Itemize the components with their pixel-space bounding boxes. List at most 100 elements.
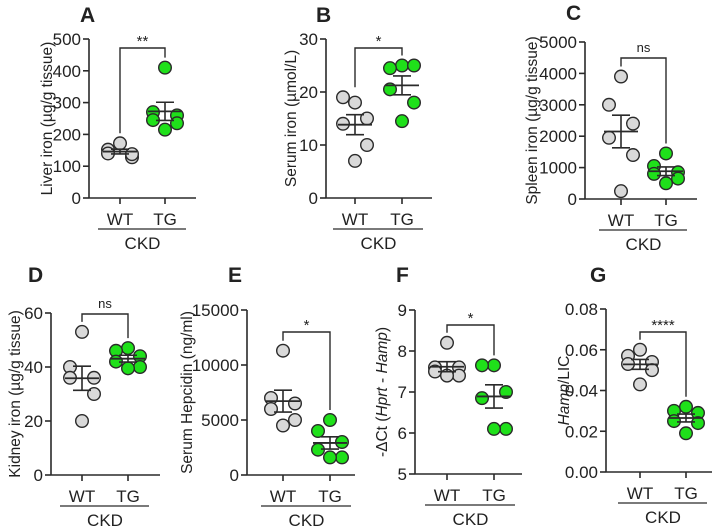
- y-axis-label-part: ): [374, 327, 391, 332]
- panel-letter: F: [396, 264, 409, 287]
- data-point-tg: [157, 60, 172, 75]
- panel-g: G 0.00 0.02 0.04 0.06 0.08 Hamp/LIC WT TG CKD ****: [556, 264, 712, 527]
- significance-bracket: [282, 331, 331, 410]
- data-point-wt: [288, 396, 303, 411]
- data-point-tg: [311, 424, 326, 439]
- data-point-tg: [487, 421, 502, 436]
- significance-bracket: [354, 47, 403, 88]
- y-axis-label-part: Spleen iron (µg/g tissue): [524, 36, 541, 204]
- panel-f: F 5 6 7 8 9 -ΔCt (Hprt - Hamp) WT TG CKD *: [374, 264, 522, 529]
- y-axis-label-part: Hamp: [556, 384, 573, 426]
- significance-label: ns: [637, 40, 651, 55]
- data-point-wt: [348, 153, 363, 168]
- y-axis-label-part: Liver iron (µg/g tissue): [39, 42, 56, 196]
- y-tick-label: 7: [398, 383, 407, 402]
- data-point-wt: [112, 136, 127, 151]
- x-tick-label: TG: [153, 210, 177, 229]
- significance-label: ****: [651, 317, 675, 334]
- data-point-wt: [264, 402, 279, 417]
- significance-label: **: [137, 33, 149, 50]
- panel-letter: B: [316, 4, 331, 27]
- y-tick-label: 6: [398, 424, 407, 443]
- y-tick-label: 0: [568, 190, 577, 209]
- data-point-tg: [157, 122, 172, 137]
- data-point-tg: [671, 171, 686, 186]
- y-tick-label: 200: [53, 125, 81, 144]
- data-point-tg: [120, 361, 135, 376]
- significance-bracket: [119, 47, 166, 134]
- y-tick-label: 500: [53, 30, 81, 49]
- panel-letter: D: [28, 264, 43, 287]
- group-label: CKD: [289, 511, 325, 529]
- group-label: CKD: [125, 234, 161, 253]
- y-tick-label: 100: [53, 157, 81, 176]
- y-tick-label: 0: [72, 189, 81, 208]
- data-point-tg: [659, 146, 674, 161]
- x-tick-label: TG: [390, 210, 414, 229]
- data-point-tg: [679, 426, 694, 441]
- data-point-tg: [335, 435, 350, 450]
- y-tick-label: 0.06: [565, 341, 598, 360]
- data-point-wt: [276, 418, 291, 433]
- data-point-tg: [499, 421, 514, 436]
- data-point-tg: [647, 166, 662, 181]
- data-point-tg: [659, 176, 674, 191]
- data-point-tg: [475, 391, 490, 406]
- significance-bracket: [81, 313, 129, 339]
- data-point-wt: [614, 184, 629, 199]
- panel-letter: E: [228, 264, 242, 287]
- data-point-tg: [383, 61, 398, 76]
- data-point-tg: [691, 416, 706, 431]
- x-tick-label: WT: [69, 487, 95, 506]
- significance-label: *: [376, 33, 382, 50]
- data-point-wt: [74, 414, 89, 429]
- data-point-tg: [475, 358, 490, 373]
- y-tick-label: 20: [299, 83, 318, 102]
- data-point-tg: [335, 450, 350, 465]
- panel-letter: A: [80, 4, 95, 27]
- x-tick-label: TG: [654, 211, 678, 230]
- panel-letter: C: [566, 2, 581, 25]
- data-point-wt: [602, 97, 617, 112]
- y-axis-label-part: Serum Hepcidin (ng/ml): [179, 311, 196, 474]
- data-point-wt: [626, 116, 641, 131]
- x-tick-label: TG: [674, 484, 698, 503]
- data-point-wt: [614, 69, 629, 84]
- x-tick-label: TG: [318, 487, 342, 506]
- x-tick-label: WT: [270, 487, 296, 506]
- y-axis-label-part: Kidney iron (µg/g tissue): [7, 310, 24, 477]
- data-point-wt: [276, 343, 291, 358]
- y-tick-label: 5000: [201, 411, 239, 430]
- y-tick-label: 40: [24, 358, 43, 377]
- y-axis-label: Serum Hepcidin (ng/ml): [179, 311, 196, 474]
- y-axis-label-part: Hamp: [374, 332, 391, 374]
- data-point-wt: [645, 363, 660, 378]
- group-label: CKD: [453, 510, 489, 529]
- y-axis-label: Kidney iron (µg/g tissue): [7, 310, 24, 477]
- data-point-tg: [323, 413, 338, 428]
- group-label: CKD: [87, 511, 123, 529]
- y-axis-label-part: /LIC: [556, 356, 573, 384]
- data-point-tg: [169, 116, 184, 131]
- y-tick-label: 10: [299, 136, 318, 155]
- y-tick-label: 5: [398, 465, 407, 484]
- y-tick-label: 5000: [539, 33, 577, 52]
- y-tick-label: 1000: [539, 159, 577, 178]
- x-tick-label: TG: [482, 486, 506, 505]
- significance-label: *: [304, 317, 310, 334]
- y-tick-label: 0.08: [565, 300, 598, 319]
- group-label: CKD: [626, 235, 662, 254]
- y-tick-label: 30: [299, 30, 318, 49]
- y-tick-label: 20: [24, 412, 43, 431]
- data-point-tg: [395, 58, 410, 73]
- y-axis-label: -ΔCt (Hprt - Hamp): [374, 327, 391, 457]
- data-point-wt: [288, 413, 303, 428]
- data-point-tg: [395, 114, 410, 129]
- significance-bracket: [620, 57, 667, 144]
- data-point-tg: [407, 58, 422, 73]
